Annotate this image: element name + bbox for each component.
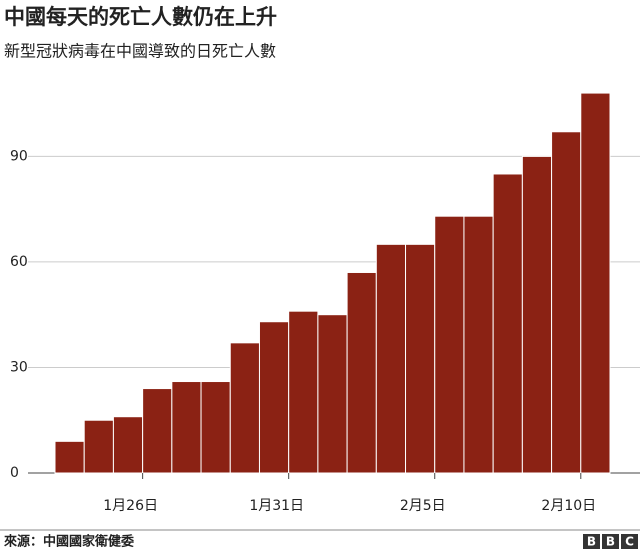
bar [434, 215, 465, 474]
bar [200, 381, 231, 474]
bar [83, 419, 114, 474]
bar [258, 321, 290, 474]
bar [521, 155, 553, 474]
bar [54, 440, 85, 474]
bar [142, 388, 173, 474]
x-tick-label: 1月26日 [103, 498, 158, 514]
bar [375, 243, 407, 474]
bar [317, 314, 348, 474]
y-tick-label: 90 [10, 148, 28, 164]
chart-title: 中國每天的死亡人數仍在上升 [4, 5, 277, 29]
chart-subtitle: 新型冠狀病毒在中國導致的日死亡人數 [4, 42, 276, 61]
bar [288, 310, 319, 474]
y-tick-label: 60 [10, 254, 28, 270]
bar [463, 215, 494, 474]
bar [229, 342, 260, 474]
y-tick-label: 0 [10, 465, 19, 481]
bar [551, 131, 582, 474]
x-tick-label: 2月10日 [541, 498, 596, 514]
y-tick-label: 30 [10, 359, 28, 375]
bar [492, 173, 523, 474]
logo-box [602, 534, 619, 549]
logo-box [583, 534, 600, 549]
bar [405, 243, 436, 474]
logo-letter: B [587, 535, 596, 549]
bar [171, 381, 202, 474]
bar [112, 416, 144, 474]
logo-letter: B [606, 535, 615, 549]
bar [580, 92, 611, 474]
x-tick-label: 1月31日 [249, 498, 304, 514]
logo-letter: C [625, 535, 634, 549]
logo-box [621, 534, 638, 549]
source: 來源：中國國家衛健委 [4, 534, 134, 550]
bar [346, 271, 377, 474]
x-tick-label: 2月5日 [400, 498, 446, 514]
